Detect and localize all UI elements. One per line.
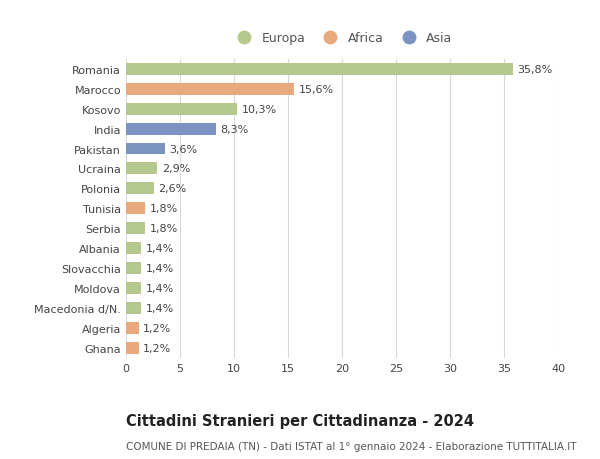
Text: 1,4%: 1,4% xyxy=(145,244,173,254)
Bar xyxy=(126,203,145,215)
Text: 8,3%: 8,3% xyxy=(220,124,248,134)
Text: 15,6%: 15,6% xyxy=(299,84,334,95)
Text: 2,9%: 2,9% xyxy=(161,164,190,174)
Bar xyxy=(126,223,145,235)
Bar xyxy=(126,103,237,115)
Bar xyxy=(126,322,139,334)
Text: 1,4%: 1,4% xyxy=(145,283,173,293)
Text: 1,8%: 1,8% xyxy=(150,204,178,214)
Text: 1,8%: 1,8% xyxy=(150,224,178,234)
Bar xyxy=(126,282,141,294)
Bar xyxy=(126,64,512,76)
Text: Cittadini Stranieri per Cittadinanza - 2024: Cittadini Stranieri per Cittadinanza - 2… xyxy=(126,413,474,428)
Bar xyxy=(126,143,165,155)
Legend: Europa, Africa, Asia: Europa, Africa, Asia xyxy=(227,27,458,50)
Bar xyxy=(126,263,141,274)
Bar xyxy=(126,84,295,95)
Text: 3,6%: 3,6% xyxy=(169,144,197,154)
Text: 1,4%: 1,4% xyxy=(145,303,173,313)
Text: 10,3%: 10,3% xyxy=(242,104,277,114)
Text: 1,2%: 1,2% xyxy=(143,343,172,353)
Text: 1,2%: 1,2% xyxy=(143,323,172,333)
Bar xyxy=(126,342,139,354)
Bar xyxy=(126,123,215,135)
Text: 1,4%: 1,4% xyxy=(145,263,173,274)
Text: 35,8%: 35,8% xyxy=(517,65,552,75)
Bar xyxy=(126,163,157,175)
Text: 2,6%: 2,6% xyxy=(158,184,187,194)
Bar xyxy=(126,183,154,195)
Bar xyxy=(126,302,141,314)
Text: COMUNE DI PREDAIA (TN) - Dati ISTAT al 1° gennaio 2024 - Elaborazione TUTTITALIA: COMUNE DI PREDAIA (TN) - Dati ISTAT al 1… xyxy=(126,441,577,451)
Bar xyxy=(126,243,141,255)
